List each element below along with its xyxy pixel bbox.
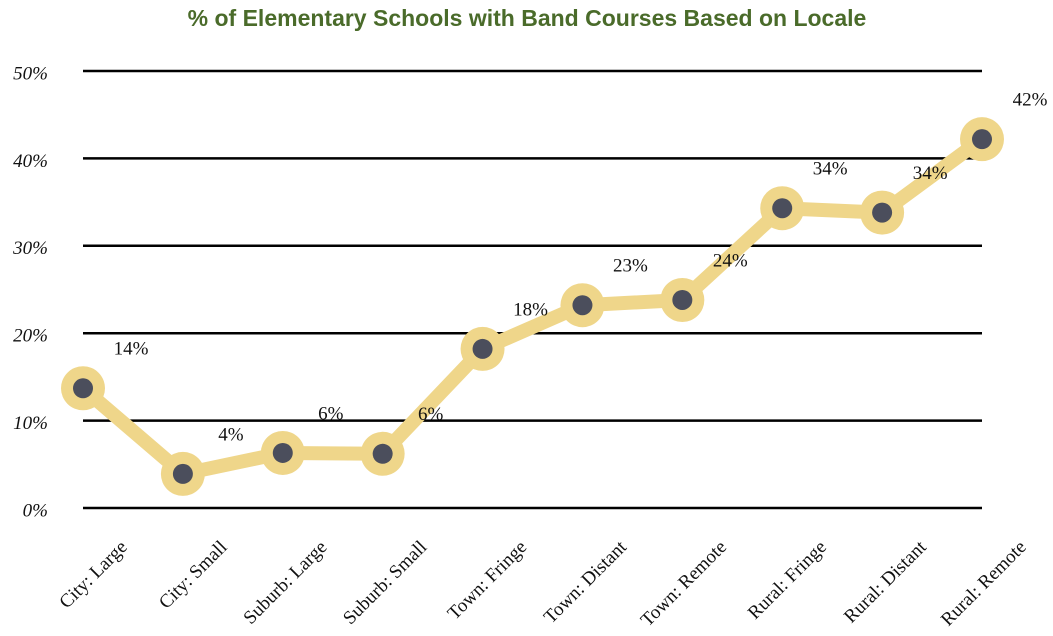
x-tick-label: City: Large: [55, 537, 131, 613]
data-label: 6%: [318, 403, 344, 424]
y-tick-label: 50%: [13, 63, 48, 84]
line: [78, 133, 987, 481]
data-label: 24%: [713, 250, 748, 271]
marker-dot: [572, 295, 593, 316]
marker-dot: [972, 129, 992, 150]
data-label: 34%: [813, 159, 848, 180]
data-label: 23%: [613, 256, 648, 277]
marker-dot: [872, 202, 893, 223]
x-tick-label: Suburb: Small: [339, 537, 431, 629]
x-tick-label: Suburb: Large: [240, 537, 332, 629]
x-tick-label: Town: Remote: [637, 537, 731, 631]
data-label: 6%: [418, 404, 444, 425]
data-label: 4%: [218, 424, 244, 445]
y-tick-label: 10%: [13, 413, 48, 434]
marker-dot: [772, 198, 793, 219]
marker-dot: [372, 443, 393, 464]
x-tick-label: Rural: Distant: [840, 536, 931, 627]
marker-dot: [272, 442, 293, 463]
x-tick-label: Town: Fringe: [444, 537, 531, 624]
marker-dot: [672, 289, 693, 310]
x-tick-label: City: Small: [155, 537, 231, 613]
marker-dot: [73, 378, 93, 399]
y-tick-label: 30%: [12, 238, 48, 259]
data-label: 14%: [114, 339, 149, 360]
y-tick-label: 40%: [13, 151, 48, 172]
marker-dot: [472, 338, 493, 359]
chart-title: % of Elementary Schools with Band Course…: [188, 5, 867, 31]
y-tick-label: 0%: [23, 500, 48, 521]
x-tick-label: Town: Distant: [540, 536, 632, 628]
y-tick-label: 20%: [13, 326, 48, 347]
x-tick-label: Rural: Remote: [937, 537, 1031, 631]
data-label: 18%: [513, 299, 548, 320]
x-tick-label: Rural: Fringe: [744, 537, 831, 624]
data-label: 34%: [913, 163, 948, 184]
data-label: 42%: [1013, 90, 1048, 111]
marker-dot: [172, 463, 193, 484]
